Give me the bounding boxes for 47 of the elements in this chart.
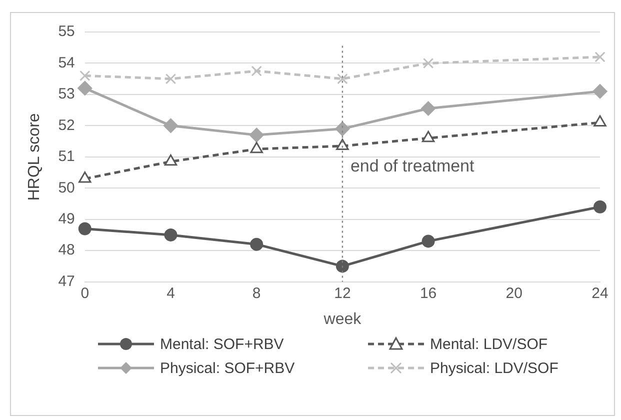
ref-line-label: end of treatment: [350, 156, 475, 176]
y-tick-label: 53: [58, 86, 75, 103]
y-tick-label: 50: [58, 179, 75, 196]
point: [592, 84, 608, 99]
point: [78, 172, 92, 183]
legend-label: Mental: SOF+RBV: [160, 336, 284, 352]
point: [163, 118, 178, 133]
x-tick-label: 20: [506, 284, 522, 302]
point: [422, 130, 435, 142]
legend-label: Physical: SOF+RBV: [160, 360, 295, 376]
point: [335, 122, 350, 136]
y-tick-label: 52: [58, 116, 75, 134]
point: [78, 222, 92, 236]
x-axis-title: week: [322, 310, 362, 328]
point: [594, 115, 606, 127]
x-tick-label: 12: [334, 284, 351, 302]
point: [80, 70, 90, 82]
y-tick-label: 54: [58, 54, 75, 72]
x-tick-label: 8: [252, 284, 261, 302]
x-tick-label: 4: [166, 284, 175, 302]
point: [250, 142, 263, 154]
point: [594, 200, 606, 214]
legend-label: Physical: LDV/SOF: [430, 360, 558, 376]
point: [164, 154, 178, 166]
point: [250, 238, 264, 251]
point: [336, 260, 349, 273]
point: [78, 80, 92, 96]
x-tick-label: 16: [420, 284, 437, 302]
point: [249, 128, 264, 142]
point: [164, 228, 178, 242]
point: [165, 73, 176, 84]
point: [336, 138, 349, 150]
x-tick-label: 0: [80, 284, 90, 302]
y-tick-label: 55: [58, 23, 75, 40]
point: [421, 101, 436, 116]
y-tick-label: 48: [58, 242, 75, 259]
point: [422, 58, 434, 69]
y-tick-label: 49: [58, 210, 75, 228]
y-tick-label: 51: [58, 148, 75, 166]
point: [422, 234, 435, 248]
legend-label: Mental: LDV/SOF: [430, 336, 548, 352]
x-tick-label: 24: [592, 284, 608, 302]
y-axis-title: HRQL score: [26, 113, 44, 201]
y-tick-label: 47: [58, 272, 75, 290]
point: [594, 52, 606, 62]
point: [337, 73, 348, 84]
point: [251, 66, 262, 76]
